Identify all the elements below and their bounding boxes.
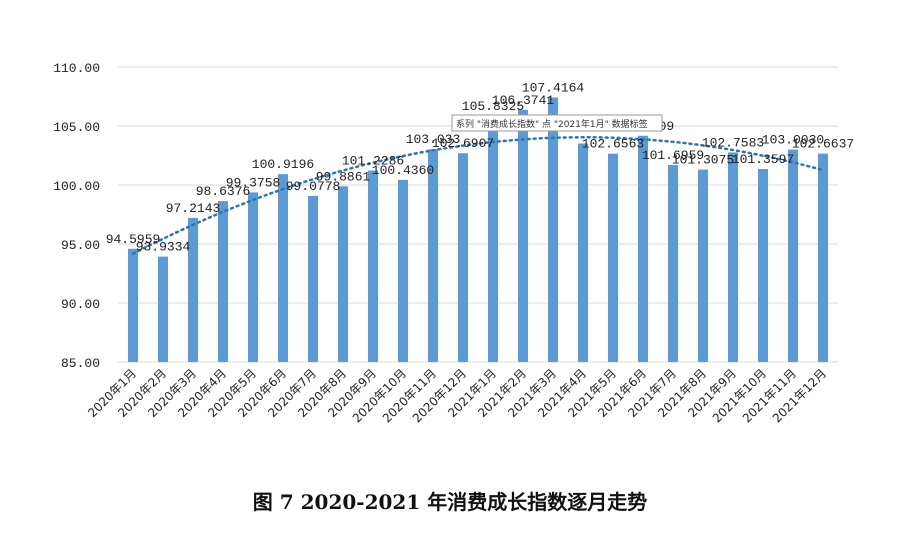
bar: [428, 149, 438, 362]
bar: [548, 97, 558, 362]
bar: [308, 195, 318, 362]
bar: [788, 149, 798, 362]
data-label: 103.0030: [762, 133, 824, 148]
bar: [698, 169, 708, 362]
bar: [638, 135, 648, 362]
data-label: 101.3597: [732, 152, 794, 167]
data-label: 102.6907: [432, 136, 494, 151]
bar: [398, 179, 408, 362]
bar: [668, 164, 678, 362]
y-tick-label: 110.00: [53, 61, 100, 76]
bar-chart: 85.00 90.00 95.00 100.00 105.00 110.00 94.595…: [53, 61, 855, 425]
y-tick-label: 85.00: [61, 356, 100, 371]
bar: [218, 201, 228, 362]
data-label: 102.7583: [702, 135, 764, 150]
bar: [338, 186, 348, 362]
data-label: 103.033: [406, 132, 461, 147]
bar: [488, 116, 498, 362]
bar: [728, 152, 738, 362]
data-label: 99.3758: [226, 175, 281, 190]
trendline: [131, 136, 825, 255]
bar: [518, 109, 528, 363]
tooltip-text: 系列 "消费成长指数" 点 "2021年1月" 数据标签: [456, 118, 648, 130]
data-label: 101.6959: [642, 148, 704, 163]
data-label: 101.2286: [342, 154, 404, 169]
bars: [128, 97, 828, 363]
bar: [818, 153, 828, 362]
bar: [278, 174, 288, 362]
bar: [158, 256, 168, 362]
bar: [248, 192, 258, 362]
data-label: 98.6376: [196, 184, 251, 199]
chart-caption: 图 7 2020-2021 年消费成长指数逐月走势: [252, 490, 648, 514]
x-axis-categories: 2020年1月2020年2月2020年3月2020年4月2020年5月2020年…: [85, 366, 829, 425]
y-tick-label: 100.00: [53, 179, 100, 194]
bar: [188, 217, 198, 362]
bar: [458, 153, 468, 362]
data-label: 99.8861: [316, 169, 371, 184]
y-axis-ticks: 85.00 90.00 95.00 100.00 105.00 110.00: [53, 61, 100, 371]
data-label: 101.3075: [672, 153, 734, 168]
y-tick-label: 90.00: [61, 297, 100, 312]
data-label: 102.6563: [582, 137, 644, 152]
data-label: 97.2143: [166, 201, 221, 216]
bar: [578, 143, 588, 362]
y-tick-label: 95.00: [61, 238, 100, 253]
data-label: 94.5959: [106, 232, 161, 247]
bar: [128, 248, 138, 362]
data-label: 100.9196: [252, 157, 314, 172]
data-label: 105.8325: [462, 99, 524, 114]
bar: [608, 153, 618, 362]
data-label: 93.9334: [136, 240, 191, 255]
data-label: 99.0778: [286, 179, 341, 194]
bar: [758, 168, 768, 362]
data-label: 107.4164: [522, 80, 585, 95]
tooltip: 系列 "消费成长指数" 点 "2021年1月" 数据标签: [451, 114, 663, 132]
data-label: 102.6637: [792, 137, 854, 152]
bar: [368, 170, 378, 362]
y-tick-label: 105.00: [53, 120, 100, 135]
data-label: 100.4360: [372, 163, 434, 178]
data-label: 106.3741: [492, 93, 555, 108]
